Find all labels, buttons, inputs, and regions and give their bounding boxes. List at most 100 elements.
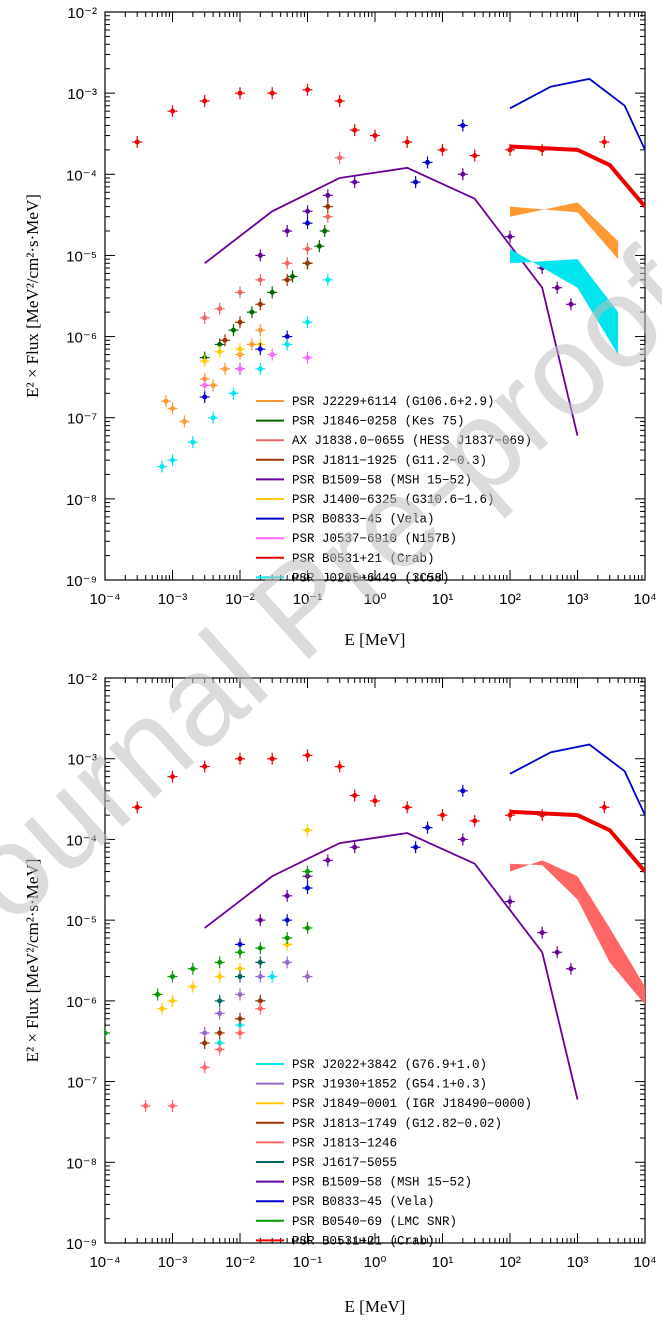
y-tick-label: 10⁻⁷ [67, 1075, 97, 1092]
data-point [334, 760, 345, 773]
legend-label: PSR J2022+3842 (G76.9+1.0) [292, 1058, 487, 1072]
y-axis-title: E² × Flux [MeV²/cm²·s·MeV] [23, 194, 42, 398]
data-point [319, 225, 330, 238]
series-9 [132, 83, 645, 208]
marker [210, 415, 216, 421]
legend-label: PSR J1846−0258 (Kes 75) [292, 415, 465, 429]
marker [257, 974, 263, 980]
series-6 [199, 338, 266, 367]
legend-label: PSR B0833−45 (Vela) [292, 1195, 435, 1209]
data-point [302, 351, 313, 364]
data-point [214, 345, 225, 358]
data-point [349, 124, 360, 137]
marker [305, 260, 310, 266]
legend-label: PSR J1849−0001 (IGR J18490−0000) [292, 1097, 532, 1111]
marker [202, 358, 208, 364]
data-point [282, 257, 293, 270]
data-point [302, 83, 313, 96]
marker [257, 277, 263, 283]
marker [352, 844, 358, 850]
marker [190, 966, 196, 972]
marker [217, 1046, 223, 1052]
legend-label: PSR B0833−45 (Vela) [292, 513, 435, 527]
x-axis-title: E [MeV] [345, 630, 406, 649]
legend-label: PSR J1811−1925 (G11.2−0.3) [292, 454, 487, 468]
data-point [302, 921, 313, 934]
y-tick-label: 10⁻⁸ [66, 1155, 97, 1172]
data-point [457, 784, 468, 797]
y-tick-label: 10⁻² [67, 5, 97, 22]
series-5 [140, 860, 645, 1112]
marker [460, 836, 466, 842]
marker [170, 108, 175, 114]
data-point [322, 210, 333, 223]
y-tick-label: 10⁻⁷ [67, 411, 97, 428]
data-point [349, 789, 360, 802]
data-point [214, 994, 225, 1007]
data-point [246, 306, 257, 319]
series-10 [157, 249, 619, 473]
legend-label: PSR J0205+6449 (3C58) [292, 571, 450, 585]
marker [284, 260, 290, 266]
marker [425, 159, 431, 165]
series-6 [214, 956, 266, 1007]
data-point [157, 1002, 168, 1015]
data-point [565, 962, 576, 975]
marker [413, 844, 419, 850]
marker [249, 341, 255, 347]
x-tick-label: 10⁻¹ [293, 591, 323, 608]
marker [269, 756, 275, 762]
marker [507, 234, 513, 240]
data-point [208, 379, 219, 392]
marker [202, 764, 208, 770]
y-tick-label: 10⁻⁹ [66, 1236, 97, 1253]
marker [190, 439, 196, 445]
marker [305, 869, 310, 875]
marker [257, 327, 263, 333]
marker [460, 788, 466, 794]
y-tick-label: 10⁻³ [67, 86, 97, 103]
series-1 [214, 970, 278, 1050]
marker [237, 756, 243, 762]
marker [159, 464, 165, 470]
marker [325, 192, 331, 198]
data-point [437, 809, 448, 822]
marker [237, 966, 243, 972]
marker [284, 341, 290, 347]
series-2 [199, 225, 330, 364]
data-point [537, 809, 548, 822]
y-tick-label: 10⁻² [67, 671, 97, 688]
marker [284, 277, 290, 283]
marker [237, 991, 243, 997]
data-point [410, 841, 421, 854]
data-point [302, 217, 313, 230]
data-point [199, 1026, 210, 1039]
legend-label: PSR B0540−69 (LMC SNR) [292, 1215, 457, 1229]
data-point [228, 387, 239, 400]
data-point [235, 343, 245, 356]
data-point [282, 889, 293, 902]
data-point [255, 298, 266, 311]
series-9 [105, 865, 313, 1039]
marker [305, 319, 310, 325]
marker [217, 306, 223, 312]
data-point [437, 143, 448, 156]
x-tick-label: 10⁻² [225, 591, 255, 608]
marker [159, 1006, 165, 1012]
marker [269, 289, 275, 295]
marker [337, 98, 343, 104]
marker [170, 1103, 175, 1109]
marker [305, 974, 310, 980]
model-curve [509, 77, 645, 151]
data-point [282, 956, 293, 969]
data-point [199, 311, 210, 324]
marker [237, 289, 243, 295]
data-point [235, 316, 245, 329]
data-point [214, 1037, 225, 1050]
marker [217, 1040, 223, 1046]
data-point [214, 302, 225, 315]
marker [134, 804, 140, 810]
marker [249, 309, 255, 315]
marker [222, 337, 228, 343]
data-point [199, 354, 210, 367]
